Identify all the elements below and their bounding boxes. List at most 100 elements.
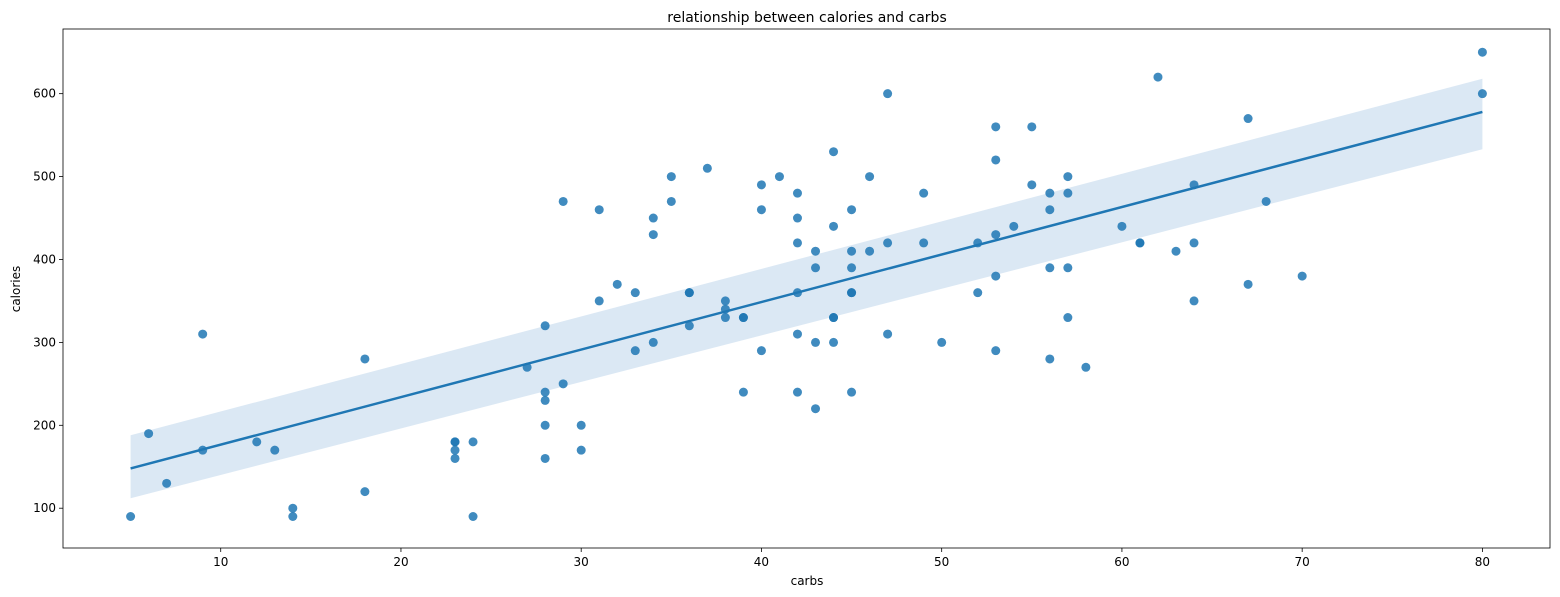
data-point	[756, 205, 766, 215]
data-point	[919, 238, 929, 248]
x-tick-label: 70	[1295, 555, 1310, 569]
data-point	[594, 296, 604, 306]
data-point	[829, 147, 839, 157]
data-point	[792, 329, 802, 339]
data-point	[738, 387, 748, 397]
data-point	[829, 313, 839, 323]
y-tick-label: 200	[33, 418, 56, 432]
data-point	[756, 180, 766, 190]
data-point	[847, 288, 857, 298]
data-point	[1243, 279, 1253, 289]
data-point	[865, 246, 875, 256]
data-point	[1027, 180, 1037, 190]
y-axis-label: calories	[9, 266, 23, 313]
data-point	[883, 238, 893, 248]
data-point	[144, 429, 154, 439]
data-point	[1171, 246, 1181, 256]
data-point	[1135, 238, 1145, 248]
data-point	[540, 420, 550, 430]
x-tick-label: 60	[1114, 555, 1129, 569]
data-point	[991, 271, 1001, 281]
data-point	[576, 445, 586, 455]
data-point	[847, 387, 857, 397]
data-point	[648, 230, 658, 240]
data-point	[270, 445, 280, 455]
data-point	[991, 122, 1001, 132]
data-point	[937, 337, 947, 347]
data-point	[648, 213, 658, 223]
data-point	[612, 279, 622, 289]
data-point	[1045, 205, 1055, 215]
data-point	[450, 437, 460, 447]
data-point	[1009, 221, 1019, 231]
regression-line	[130, 110, 1483, 470]
data-point	[666, 172, 676, 182]
data-point	[973, 288, 983, 298]
y-tick-label: 600	[33, 87, 56, 101]
data-point	[558, 196, 568, 206]
data-point	[540, 453, 550, 463]
data-point	[126, 511, 136, 521]
data-point	[1189, 296, 1199, 306]
y-tick-label: 400	[33, 252, 56, 266]
data-point	[540, 395, 550, 405]
plot-area: 10 20 30 40 50 60 70 80 100 200 300 400 500 600	[33, 28, 1551, 569]
data-point	[684, 321, 694, 331]
data-point	[162, 478, 172, 488]
data-point	[1081, 362, 1091, 372]
data-point	[847, 246, 857, 256]
y-tick-label: 500	[33, 170, 56, 184]
data-point	[630, 288, 640, 298]
data-point	[1243, 114, 1253, 124]
data-point	[468, 437, 478, 447]
data-point	[666, 196, 676, 206]
data-point	[811, 263, 821, 273]
data-point	[792, 188, 802, 198]
data-point	[360, 487, 370, 497]
data-point	[630, 346, 640, 356]
data-point	[1477, 47, 1487, 57]
data-point	[1027, 122, 1037, 132]
data-point	[1117, 221, 1127, 231]
data-point	[847, 263, 857, 273]
x-tick-label: 10	[213, 555, 228, 569]
data-point	[811, 246, 821, 256]
data-point	[1045, 263, 1055, 273]
chart-title: relationship between calories and carbs	[667, 10, 946, 26]
data-point	[738, 313, 748, 323]
data-point	[1153, 72, 1163, 82]
data-point	[792, 238, 802, 248]
plot-frame	[62, 28, 1551, 549]
data-point	[1189, 238, 1199, 248]
data-point	[648, 337, 658, 347]
data-point	[684, 288, 694, 298]
data-point	[756, 346, 766, 356]
data-point	[847, 205, 857, 215]
x-tick-label: 80	[1475, 555, 1490, 569]
x-tick-label: 20	[393, 555, 408, 569]
data-point	[1063, 263, 1073, 273]
data-point	[811, 404, 821, 414]
data-point	[829, 221, 839, 231]
data-point	[450, 445, 460, 455]
data-point	[468, 511, 478, 521]
confidence-band	[130, 78, 1483, 499]
data-point	[1477, 89, 1487, 99]
data-point	[360, 354, 370, 364]
data-point	[865, 172, 875, 182]
data-point	[1063, 188, 1073, 198]
data-point	[702, 163, 712, 173]
data-point	[792, 213, 802, 223]
x-axis-label: carbs	[791, 574, 824, 588]
data-point	[883, 329, 893, 339]
data-point	[829, 337, 839, 347]
data-point	[811, 337, 821, 347]
data-point	[288, 503, 298, 513]
data-point	[720, 296, 730, 306]
data-point	[991, 230, 1001, 240]
data-point	[720, 313, 730, 323]
data-point	[288, 511, 298, 521]
x-tick-label: 50	[934, 555, 949, 569]
data-point	[198, 329, 208, 339]
data-point	[1063, 172, 1073, 182]
